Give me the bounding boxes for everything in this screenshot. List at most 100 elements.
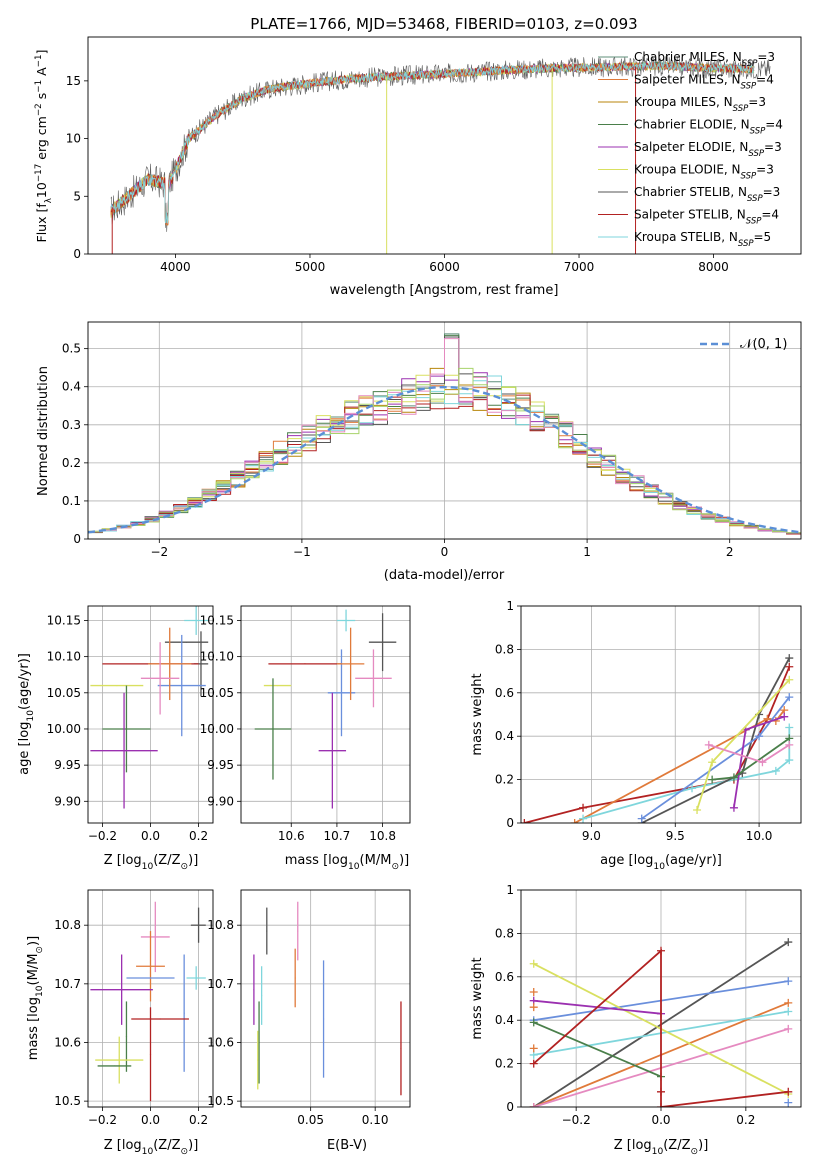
x-tick-label: 9.0 (582, 829, 601, 843)
axes-frame (520, 605, 802, 824)
y-axis-label-part: erg cm (34, 116, 49, 164)
weight-marker (785, 662, 794, 671)
data-point (125, 1036, 128, 1038)
data-point (253, 989, 255, 991)
data-point (125, 728, 128, 730)
y-tick-label: 10.6 (54, 1035, 81, 1049)
weight-series-line (641, 657, 791, 823)
y-tick-label: 5 (73, 189, 81, 203)
y-tick-label: 0 (506, 1100, 514, 1114)
y-tick-label: 0.4 (62, 380, 81, 394)
y-axis-label: mass weight (470, 673, 485, 755)
legend-label-sub: SSP (748, 149, 764, 159)
x-tick-label: 5000 (295, 260, 326, 274)
plot-area (254, 609, 397, 809)
data-point (258, 1041, 260, 1044)
data-point (154, 936, 156, 938)
y-tick-label: 10.05 (200, 686, 234, 700)
x-axis-label-part: Z [log (104, 853, 142, 868)
legend-label-base: Kroupa STELIB, N (634, 230, 738, 244)
x-axis-label-part: (Z/Z (663, 1138, 690, 1153)
y-tick-label: 9.95 (54, 758, 81, 772)
x-axis-label-part: 10 (142, 1147, 154, 1157)
y-axis-label-part: (age/yr)] (17, 653, 32, 710)
y-tick-label: 9.95 (207, 758, 234, 772)
data-point (185, 641, 188, 643)
data-point (183, 1012, 185, 1014)
legend-label-tail: =4 (765, 118, 783, 132)
x-tick-label: 0.0 (141, 829, 160, 843)
x-tick-label: 0.10 (362, 1113, 389, 1127)
legend-label: Salpeter MILES, NSSP=4 (634, 73, 774, 92)
weight-marker (693, 805, 702, 814)
panel-spectrum: 4000 5000 6000 7000 8000 0 5 10 15 wavelength [An… (34, 36, 802, 298)
weight-marker (785, 756, 794, 765)
x-tick-label: −1 (293, 545, 311, 559)
y-tick-label: 10 (66, 132, 81, 146)
y-axis-label-part: Flux [f (34, 203, 49, 243)
weight-series-line (533, 948, 789, 1107)
y-axis-label: age [log10(age/yr)] (17, 653, 36, 775)
weight-marker (771, 766, 780, 775)
x-tick-label: 0.2 (736, 1113, 755, 1127)
legend-label-sub: SSP (733, 104, 749, 114)
panel-mass-vs-z: −0.2 0.0 0.210.510.610.710.8Z [log10(Z/Z⊙)… (26, 889, 214, 1157)
legend-label-tail: =3 (748, 95, 766, 109)
weight-marker (657, 946, 665, 955)
data-point (304, 663, 306, 665)
x-tick-label: 10.7 (324, 829, 351, 843)
y-axis-label-part: age [log (17, 722, 32, 775)
y-axis-label-part: 10 (35, 985, 45, 997)
weight-marker (784, 1098, 793, 1107)
y-tick-label: 10.5 (207, 1094, 234, 1108)
y-axis-label: mass weight (470, 957, 485, 1039)
data-point (400, 1047, 402, 1049)
y-axis-label-part: 10 (34, 182, 49, 198)
legend-label-base: Salpeter MILES, N (634, 73, 741, 87)
x-axis-label: Z [log10(Z/Z⊙)] (104, 1138, 199, 1157)
weight-marker (657, 1087, 665, 1096)
y-axis-label-part: mass [log (26, 997, 41, 1060)
x-tick-label: 8000 (698, 260, 729, 274)
weight-marker (579, 814, 588, 823)
x-tick-label: 4000 (160, 260, 191, 274)
legend-label: Salpeter ELODIE, NSSP=3 (634, 140, 782, 159)
axes-frame (240, 889, 411, 1108)
x-axis-label: Z [log10(Z/Z⊙)] (104, 853, 199, 872)
legend-label: Salpeter STELIB, NSSP=4 (634, 208, 779, 227)
weight-marker (637, 814, 646, 823)
weight-marker (785, 740, 794, 749)
y-tick-label: 0 (73, 247, 81, 261)
data-point (257, 1059, 259, 1061)
plot-area (90, 606, 209, 809)
weight-marker (529, 1018, 538, 1027)
weight-marker (784, 938, 793, 947)
y-tick-label: 10.05 (47, 686, 81, 700)
y-axis-label: Flux [fλ10−17 erg cm−2 s−1 A−1] (34, 50, 54, 243)
data-point (340, 692, 343, 694)
histogram-series (88, 367, 801, 539)
panel-weight-vs-age: 9.0 9.5 10.0 0 0.2 0.4 0.6 0.8 1 age [log10(age/y… (470, 599, 802, 872)
legend-label: Kroupa STELIB, NSSP=5 (634, 230, 771, 249)
data-point (195, 977, 197, 979)
x-axis-label-part: )] (698, 1138, 708, 1153)
weight-marker (529, 1044, 538, 1053)
x-axis-label-part: 10 (652, 1147, 664, 1157)
x-tick-label: 7000 (564, 260, 595, 274)
plot-area (529, 938, 793, 1107)
x-tick-label: 0.05 (297, 1113, 324, 1127)
weight-marker (704, 740, 713, 749)
legend-label-sub: SSP (747, 194, 763, 204)
y-tick-label: 0.6 (495, 970, 514, 984)
panel-age-vs-mass: 10.6 10.7 10.8 9.90 9.95 10.00 10.05 10.10 10.15… (200, 605, 411, 872)
x-tick-label: 10.6 (278, 829, 305, 843)
x-axis-label-part: (Z/Z (153, 1138, 180, 1153)
legend-label-sub: SSP (741, 172, 757, 182)
y-tick-label: 0.4 (495, 1013, 514, 1027)
weight-marker (784, 998, 793, 1007)
y-axis-label-part: ⊙ (35, 946, 45, 954)
weight-marker (755, 732, 764, 741)
y-axis-label-part: A (34, 67, 49, 80)
y-axis-label-part: −1 (34, 80, 44, 93)
